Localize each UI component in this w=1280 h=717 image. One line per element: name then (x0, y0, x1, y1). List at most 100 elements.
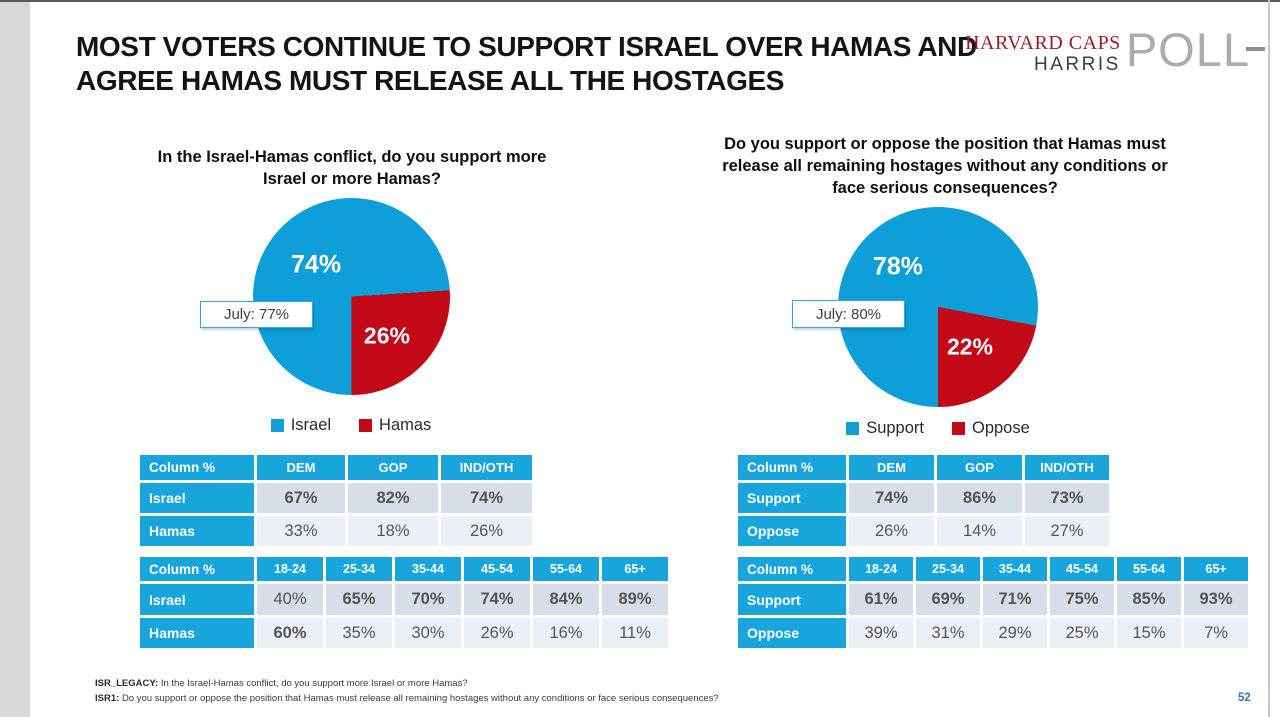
legend-item-hamas: Hamas (359, 416, 431, 435)
july-comparison-callout-left: July: 77% (200, 301, 313, 328)
column-header: 55-64 (533, 557, 599, 581)
column-header: IND/OTH (441, 455, 532, 480)
data-cell: 33% (257, 516, 345, 546)
right-chart-legend: Support Oppose (788, 419, 1088, 438)
hamas-legend-swatch-icon (359, 419, 373, 432)
data-cell: 74% (849, 483, 934, 513)
edge-dash-mark (1246, 47, 1265, 51)
column-header: Column % (140, 557, 254, 581)
data-cell: 26% (849, 516, 934, 546)
slide-title: MOST VOTERS CONTINUE TO SUPPORT ISRAEL O… (76, 30, 977, 98)
page-number: 52 (1238, 692, 1251, 704)
column-header: 65+ (602, 557, 668, 581)
data-cell: 93% (1184, 584, 1248, 615)
data-cell: 30% (395, 618, 461, 648)
logo-harvard-caps: HARVARD CAPS (965, 32, 1121, 54)
israel-legend-swatch-icon (270, 419, 284, 432)
logo-poll: POLL (1125, 23, 1250, 76)
data-cell: 67% (257, 483, 345, 513)
table-hostages-by-age: Column % 18-24 25-34 35-44 45-54 55-64 6… (738, 557, 1248, 648)
column-header: 18-24 (257, 557, 323, 581)
column-header: Column % (738, 557, 846, 581)
support-legend-swatch-icon (846, 422, 860, 435)
data-cell: 71% (983, 584, 1047, 615)
column-header: 25-34 (916, 557, 980, 581)
right-edge-line (1268, 0, 1270, 717)
column-header: IND/OTH (1025, 455, 1109, 480)
slide-title-line-1: MOST VOTERS CONTINUE TO SUPPORT ISRAEL O… (76, 31, 977, 62)
pie-slice-label-israel: 74% (291, 250, 342, 279)
row-label: Israel (140, 584, 254, 615)
legend-item-israel: Israel (270, 416, 331, 435)
row-label: Oppose (738, 618, 846, 648)
footnotes: ISR_LEGACY: In the Israel-Hamas conflict… (95, 676, 719, 706)
data-cell: 85% (1117, 584, 1181, 615)
row-label: Hamas (140, 516, 254, 546)
pie-slice-label-hamas: 26% (363, 322, 410, 349)
data-cell: 84% (533, 584, 599, 615)
pie-slice-label-support: 78% (872, 252, 924, 281)
data-cell: 26% (441, 516, 532, 546)
data-cell: 75% (1050, 584, 1114, 615)
column-header: GOP (348, 455, 438, 480)
data-cell: 31% (916, 618, 980, 648)
column-header: Column % (140, 455, 254, 480)
data-cell: 73% (1025, 483, 1109, 513)
data-cell: 16% (533, 618, 599, 648)
top-edge-line (0, 0, 1280, 2)
data-cell: 70% (395, 584, 461, 615)
column-header: 65+ (1184, 557, 1248, 581)
slide-title-line-2: AGREE HAMAS MUST RELEASE ALL THE HOSTAGE… (76, 65, 785, 96)
logo-harris: HARRIS (1034, 53, 1121, 75)
footnote-isr-legacy: ISR_LEGACY: In the Israel-Hamas conflict… (95, 678, 468, 689)
harvard-caps-harris-poll-logo: HARVARD CAPS HARRIS POLL (965, 23, 1250, 76)
data-cell: 65% (326, 584, 392, 615)
data-cell: 74% (441, 483, 532, 513)
israel-hamas-pie-chart: 74% 26% (253, 198, 450, 395)
column-header: 55-64 (1117, 557, 1181, 581)
data-cell: 25% (1050, 618, 1114, 648)
data-cell: 11% (602, 618, 668, 648)
column-header: Column % (738, 455, 846, 480)
data-cell: 40% (257, 584, 323, 615)
data-cell: 18% (348, 516, 438, 546)
data-cell: 86% (937, 483, 1022, 513)
data-cell: 29% (983, 618, 1047, 648)
column-header: DEM (849, 455, 934, 480)
data-cell: 14% (937, 516, 1022, 546)
july-comparison-callout-right: July: 80% (792, 300, 905, 328)
table-israel-hamas-by-age: Column % 18-24 25-34 35-44 45-54 55-64 6… (140, 557, 668, 648)
footnote-isr1: ISR1: Do you support or oppose the posit… (95, 693, 719, 704)
left-chart-title: In the Israel-Hamas conflict, do you sup… (157, 148, 547, 188)
column-header: GOP (937, 455, 1022, 480)
column-header: 25-34 (326, 557, 392, 581)
data-cell: 27% (1025, 516, 1109, 546)
row-label: Oppose (738, 516, 846, 546)
oppose-legend-swatch-icon (952, 422, 965, 435)
data-cell: 89% (602, 584, 668, 615)
column-header: 45-54 (464, 557, 530, 581)
legend-item-support: Support (846, 419, 924, 438)
column-header: 45-54 (1050, 557, 1114, 581)
row-label: Support (738, 483, 846, 513)
data-cell: 7% (1184, 618, 1248, 648)
legend-item-oppose: Oppose (952, 419, 1030, 438)
row-label: Support (738, 584, 846, 615)
row-label: Hamas (140, 618, 254, 648)
data-cell: 60% (257, 618, 323, 648)
data-cell: 74% (464, 584, 530, 615)
column-header: DEM (257, 455, 345, 480)
data-cell: 35% (326, 618, 392, 648)
column-header: 35-44 (983, 557, 1047, 581)
right-chart-title: Do you support or oppose the position th… (722, 135, 1168, 197)
table-israel-hamas-by-party: Column % DEM GOP IND/OTH Israel 67% 82% … (140, 455, 532, 546)
left-chart-legend: Israel Hamas (221, 416, 481, 435)
table-hostages-by-party: Column % DEM GOP IND/OTH Support 74% 86%… (738, 455, 1109, 546)
column-header: 18-24 (849, 557, 913, 581)
data-cell: 26% (464, 618, 530, 648)
left-edge-strip (0, 0, 30, 717)
data-cell: 15% (1117, 618, 1181, 648)
row-label: Israel (140, 483, 254, 513)
data-cell: 69% (916, 584, 980, 615)
